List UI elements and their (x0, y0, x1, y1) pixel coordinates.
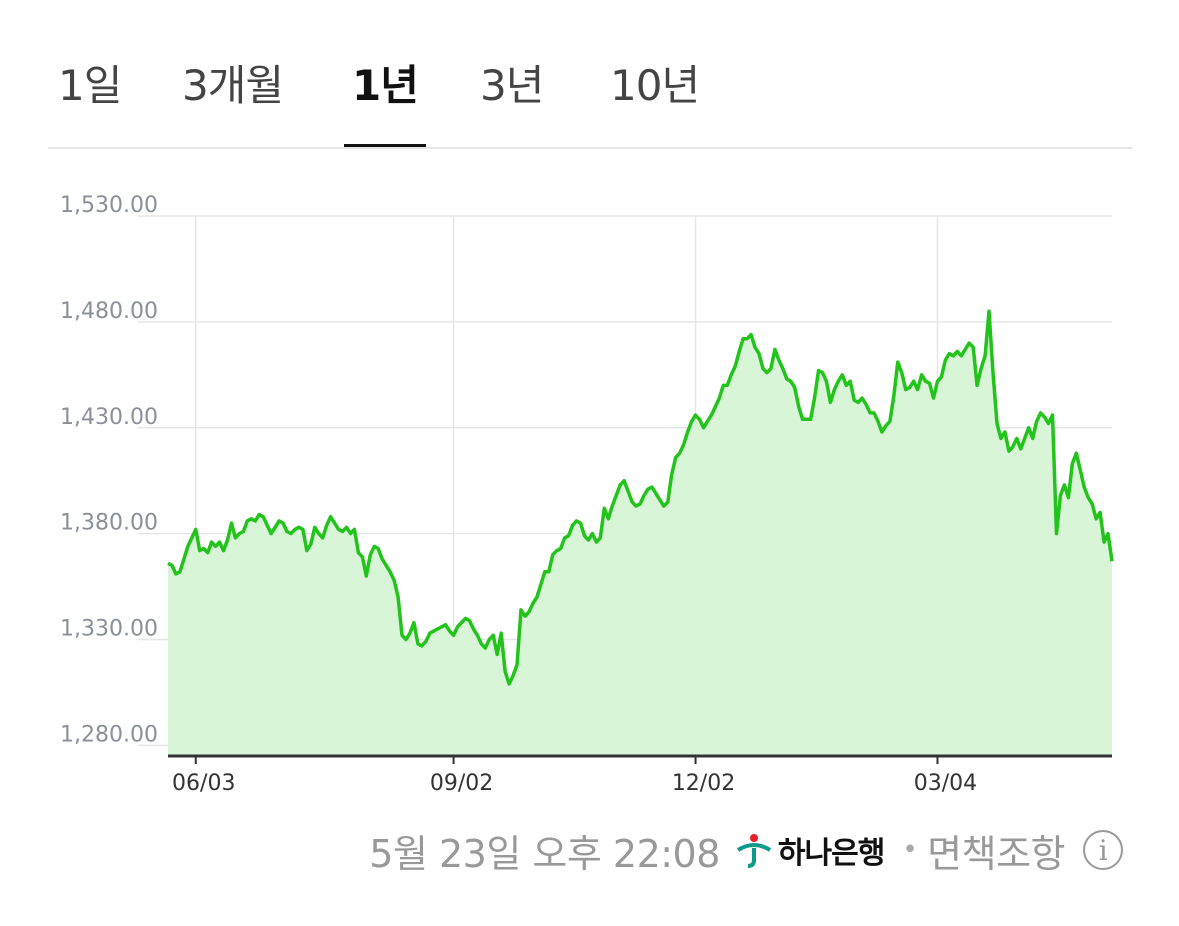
series-line (167, 309, 1114, 686)
period-tabs: 1일 3개월 1년 3년 10년 (48, 44, 1132, 148)
y-tick-label: 1,480.00 (60, 299, 158, 324)
tab-3-months[interactable]: 3개월 (182, 61, 284, 110)
separator-dot: • (902, 835, 918, 865)
bank-name: 하나은행 (777, 836, 885, 871)
x-tick-label: 12/02 (672, 771, 735, 796)
tabs-divider (48, 147, 1132, 149)
disclaimer-link[interactable]: 면책조항 (927, 831, 1065, 876)
y-tick-label: 1,280.00 (60, 722, 158, 747)
y-tick-label: 1,380.00 (60, 511, 158, 536)
info-glyph: i (1098, 833, 1108, 867)
hana-bank-source: 하나은행 (736, 828, 885, 872)
tab-3-years[interactable]: 3년 (480, 61, 544, 110)
info-icon[interactable]: i (1083, 830, 1123, 870)
tab-1-year[interactable]: 1년 (352, 61, 419, 110)
exchange-rate-chart: 1,530.00 1,480.00 1,430.00 1,380.00 1,330.00… (60, 193, 1114, 796)
y-tick-label: 1,330.00 (60, 617, 158, 642)
series-area-fill (168, 311, 1112, 756)
y-tick-label: 1,430.00 (60, 405, 158, 430)
tab-1-day[interactable]: 1일 (58, 61, 122, 110)
tab-10-years[interactable]: 10년 (610, 61, 700, 110)
update-timestamp: 5월 23일 오후 22:08 (369, 831, 720, 876)
x-tick-label: 06/03 (172, 771, 235, 796)
y-tick-label: 1,530.00 (60, 193, 158, 218)
x-tick-label: 03/04 (914, 771, 977, 796)
active-tab-indicator (344, 144, 426, 148)
chart-footer: 5월 23일 오후 22:08 하나은행 • 면책조항 i (369, 822, 1123, 878)
x-tick-label: 09/02 (430, 771, 493, 796)
hana-bank-logo-icon (736, 834, 771, 868)
